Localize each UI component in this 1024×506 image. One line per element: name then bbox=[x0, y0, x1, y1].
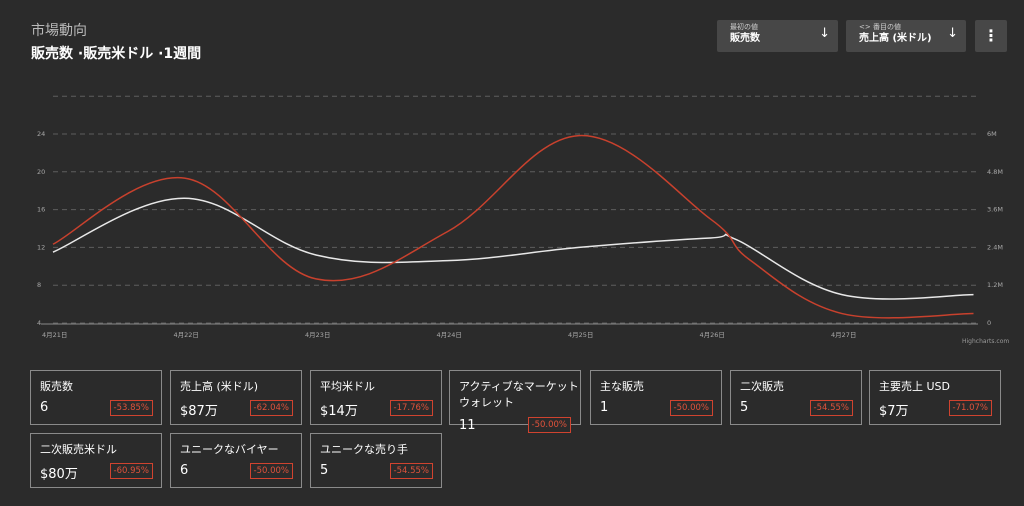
stat-card-change-badge: -54.55% bbox=[389, 463, 433, 479]
stat-card: 二次販売米ドル $80万 -60.95% bbox=[30, 433, 162, 488]
stat-card: 販売数 6 -53.85% bbox=[30, 370, 162, 425]
stat-card-change-badge: -62.04% bbox=[249, 400, 293, 416]
first-value-caption: 最初の値 bbox=[730, 23, 758, 31]
stat-card-value: 5 bbox=[740, 400, 749, 415]
more-options-button[interactable]: ⋮ bbox=[975, 20, 1007, 52]
stat-card-label: 売上高 (米ドル) bbox=[180, 380, 259, 393]
stat-card-change-badge: -50.00% bbox=[527, 417, 571, 433]
stat-card: 主要売上 USD $7万 -71.07% bbox=[869, 370, 1001, 425]
stat-card-label: ユニークな売り手 bbox=[320, 443, 408, 456]
stat-card: 主な販売 1 -50.00% bbox=[590, 370, 722, 425]
y-right-tick-label: 6M bbox=[987, 130, 997, 138]
y-left-tick-label: 16 bbox=[37, 206, 45, 214]
stat-card-label: ユニークなバイヤー bbox=[180, 443, 279, 456]
stat-card-value: 6 bbox=[40, 400, 49, 415]
x-tick-label: 4月23日 bbox=[305, 331, 330, 339]
stat-card-change-badge: -60.95% bbox=[109, 463, 153, 479]
y-right-tick-label: 2.4M bbox=[987, 243, 1003, 251]
page-title: 販売数 ·販売米ドル ·1週間 bbox=[31, 46, 202, 62]
x-tick-label: 4月24日 bbox=[437, 331, 462, 339]
page-subtitle: 市場動向 bbox=[31, 23, 87, 39]
second-value-caption: <> 番目の値 bbox=[859, 23, 901, 31]
stat-card-value: $87万 bbox=[180, 404, 218, 419]
y-left-tick-label: 24 bbox=[37, 130, 45, 138]
stat-card: ユニークな売り手 5 -54.55% bbox=[310, 433, 442, 488]
chart-credit[interactable]: Highcharts.com bbox=[962, 338, 1010, 345]
stat-card-value: $80万 bbox=[40, 467, 78, 482]
stat-card-change-badge: -71.07% bbox=[948, 400, 992, 416]
more-vertical-icon: ⋮ bbox=[983, 26, 999, 45]
stat-card: 売上高 (米ドル) $87万 -62.04% bbox=[170, 370, 302, 425]
x-tick-label: 4月22日 bbox=[174, 331, 199, 339]
stat-card-change-badge: -17.76% bbox=[389, 400, 433, 416]
second-value-selected: 売上高 (米ドル) bbox=[859, 33, 932, 44]
y-right-tick-label: 3.6M bbox=[987, 206, 1003, 214]
y-right-tick-label: 1.2M bbox=[987, 281, 1003, 289]
stat-card-value: 11 bbox=[459, 418, 476, 433]
x-tick-label: 4月25日 bbox=[568, 331, 593, 339]
y-left-tick-label: 4 bbox=[37, 319, 41, 327]
stat-card-change-badge: -54.55% bbox=[809, 400, 853, 416]
stat-card-label: 主要売上 USD bbox=[879, 380, 951, 393]
y-right-tick-label: 4.8M bbox=[987, 168, 1003, 176]
stat-card-value: 6 bbox=[180, 463, 189, 478]
stat-card: アクティブなマーケットウォレット 11 -50.00% bbox=[449, 370, 581, 433]
line-chart: 4 8 12 16 20 24 0 1.2M 2.4M 3.6M 4.8M 6M 4月21日 4月22日 4… bbox=[37, 95, 1003, 339]
x-tick-label: 4月26日 bbox=[700, 331, 725, 339]
stat-card-change-badge: -50.00% bbox=[669, 400, 713, 416]
y-left-tick-label: 8 bbox=[37, 281, 41, 289]
stat-card-label: アクティブなマーケットウォレット bbox=[459, 380, 579, 409]
stat-card-change-badge: -53.85% bbox=[109, 400, 153, 416]
y-left-tick-label: 12 bbox=[37, 243, 45, 251]
arrow-down-icon: ↓ bbox=[947, 26, 958, 41]
arrow-down-icon: ↓ bbox=[819, 26, 830, 41]
stat-card-label: 二次販売 bbox=[740, 380, 784, 393]
x-tick-label: 4月21日 bbox=[42, 331, 67, 339]
stat-card-label: 平均米ドル bbox=[320, 380, 375, 393]
stat-card-change-badge: -50.00% bbox=[249, 463, 293, 479]
x-tick-label: 4月27日 bbox=[831, 331, 856, 339]
series-line-sales-count bbox=[52, 197, 974, 300]
y-right-tick-label: 0 bbox=[987, 319, 991, 327]
series-line-sales-usd bbox=[52, 134, 974, 319]
stat-card-label: 二次販売米ドル bbox=[40, 443, 117, 456]
stat-card-value: 1 bbox=[600, 400, 609, 415]
stat-card: ユニークなバイヤー 6 -50.00% bbox=[170, 433, 302, 488]
stat-card: 平均米ドル $14万 -17.76% bbox=[310, 370, 442, 425]
first-value-selected: 販売数 bbox=[730, 33, 760, 44]
stat-card-label: 販売数 bbox=[40, 380, 73, 393]
stat-card: 二次販売 5 -54.55% bbox=[730, 370, 862, 425]
stat-card-value: $14万 bbox=[320, 404, 358, 419]
stat-card-value: $7万 bbox=[879, 404, 909, 419]
stat-card-value: 5 bbox=[320, 463, 329, 478]
y-left-tick-label: 20 bbox=[37, 168, 45, 176]
second-value-select[interactable]: <> 番目の値 売上高 (米ドル) ↓ bbox=[846, 20, 966, 52]
stat-card-label: 主な販売 bbox=[600, 380, 644, 393]
first-value-select[interactable]: 最初の値 販売数 ↓ bbox=[717, 20, 838, 52]
